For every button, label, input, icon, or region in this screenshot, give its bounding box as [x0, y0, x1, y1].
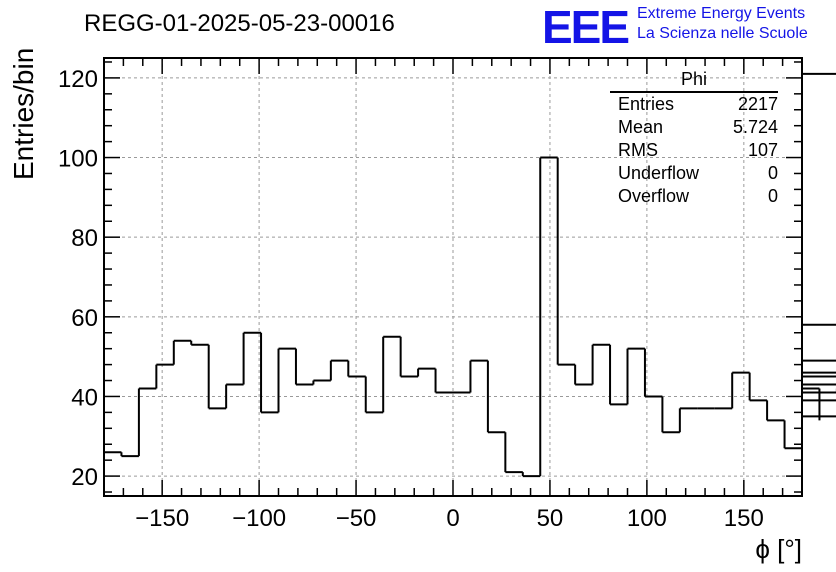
histogram-bin	[626, 347, 645, 405]
y-tick-label: 40	[71, 384, 98, 411]
histogram-bin	[260, 332, 279, 414]
histogram-bin	[469, 359, 488, 393]
histogram-bin	[556, 157, 576, 366]
histogram-bin	[329, 359, 349, 381]
x-tick-label: 50	[537, 505, 564, 532]
histogram-bin	[434, 368, 453, 394]
y-tick-label: 60	[71, 305, 98, 332]
histogram-bin	[574, 364, 593, 386]
y-tick-label: 20	[71, 464, 98, 491]
x-tick-label: 0	[446, 505, 459, 532]
histogram-bin	[802, 383, 836, 386]
x-tick-label: 150	[724, 505, 764, 532]
stats-row-overflow: Overflow 0	[610, 185, 778, 208]
logo-line-2: La Scienza nelle Scuole	[637, 25, 808, 42]
stats-box: Phi Entries 2217 Mean 5.724 RMS 107 Unde…	[610, 68, 778, 208]
plot-frame	[103, 57, 803, 497]
histogram-bin	[207, 344, 227, 410]
stats-value: 2217	[737, 94, 778, 114]
histogram-bin	[504, 432, 523, 474]
histogram-bin	[802, 323, 836, 326]
stats-label: Entries	[618, 94, 675, 114]
stats-label: Overflow	[618, 186, 690, 206]
y-tick-label: 120	[58, 66, 98, 93]
logo-line-1: Extreme Energy Events	[637, 5, 806, 22]
histogram-bin	[399, 336, 419, 378]
histogram-bin	[539, 156, 558, 477]
histogram-bin	[417, 367, 436, 377]
chart-title: REGG-01-2025-05-23-00016	[84, 10, 395, 37]
histogram-bin	[802, 387, 821, 421]
stats-row-mean: Mean 5.724	[610, 116, 778, 139]
histogram-bin	[521, 472, 541, 478]
stats-label: RMS	[618, 140, 658, 160]
y-tick-label: 80	[71, 225, 98, 252]
histogram-bin	[137, 387, 157, 457]
histogram-bin	[731, 371, 750, 409]
stats-value: 5.724	[732, 117, 778, 137]
histogram-bin	[242, 331, 262, 385]
stats-label: Underflow	[618, 163, 700, 183]
histogram-bin	[120, 452, 139, 458]
stats-title: Phi	[610, 68, 778, 93]
histogram-bin	[172, 339, 192, 365]
x-tick-label: −100	[232, 505, 286, 532]
histogram-bin	[802, 388, 836, 394]
histogram-bin	[802, 359, 836, 362]
histogram-bin	[643, 348, 663, 398]
stats-value: 0	[767, 163, 778, 183]
y-axis-label: Entries/bin	[8, 47, 39, 180]
x-tick-label: 100	[627, 505, 667, 532]
eee-logo: EEE	[542, 1, 630, 53]
histogram-bin	[802, 371, 836, 374]
histogram-bin	[312, 379, 331, 385]
histogram-bin	[277, 347, 296, 413]
histogram-bin	[294, 348, 314, 386]
x-tick-label: −50	[336, 505, 377, 532]
histogram-bin	[155, 363, 174, 389]
stats-value: 107	[747, 140, 778, 160]
stats-row-entries: Entries 2217	[610, 93, 778, 116]
histogram-bin	[766, 400, 785, 422]
stats-value: 0	[767, 186, 778, 206]
histogram-bin	[382, 335, 401, 413]
stats-row-rms: RMS 107	[610, 139, 778, 162]
histogram-bin	[802, 399, 836, 402]
histogram-bin	[486, 360, 506, 434]
histogram-bin	[609, 344, 628, 406]
histogram-bin	[783, 420, 802, 450]
histogram-bin	[802, 72, 836, 75]
histogram-bin	[190, 340, 209, 346]
histogram-bin	[225, 383, 244, 409]
stats-label: Mean	[618, 117, 664, 137]
x-axis-label: ϕ [°]	[755, 534, 802, 564]
histogram-bin	[347, 360, 366, 378]
histogram-bin	[802, 375, 836, 378]
histogram-bin	[591, 343, 611, 385]
histogram-bin	[661, 396, 680, 434]
histogram-bin	[748, 372, 768, 402]
logo-text: Extreme Energy Events La Scienza nelle S…	[637, 4, 808, 44]
histogram-bin	[678, 407, 698, 433]
stats-row-underflow: Underflow 0	[610, 162, 778, 185]
histogram-bin	[364, 376, 384, 414]
y-tick-label: 100	[58, 146, 98, 173]
x-tick-label: −150	[135, 505, 189, 532]
histogram-bin	[802, 415, 836, 418]
